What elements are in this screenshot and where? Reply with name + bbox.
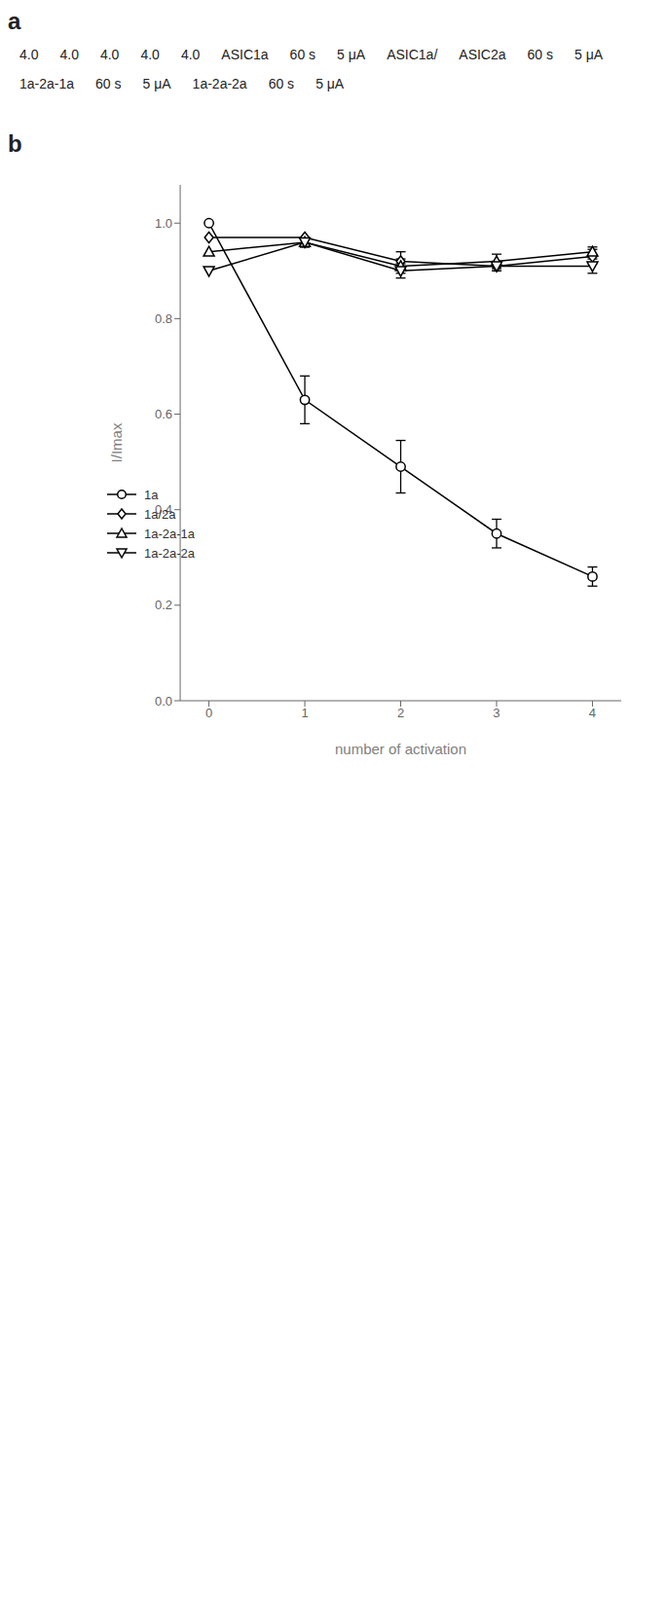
svg-text:1: 1 [300,705,308,721]
svg-text:0.8: 0.8 [154,311,173,327]
svg-text:2: 2 [397,705,405,721]
svg-text:0.0: 0.0 [154,694,173,709]
svg-text:1.0: 1.0 [154,216,173,231]
svg-text:I/Imax: I/Imax [108,422,125,463]
svg-text:0.6: 0.6 [154,407,173,422]
svg-text:0.4: 0.4 [154,502,173,518]
svg-text:3: 3 [492,705,500,721]
svg-text:0: 0 [205,705,213,721]
svg-text:4: 4 [589,705,596,721]
svg-text:0.2: 0.2 [154,597,173,613]
svg-text:number of activation: number of activation [334,741,467,758]
